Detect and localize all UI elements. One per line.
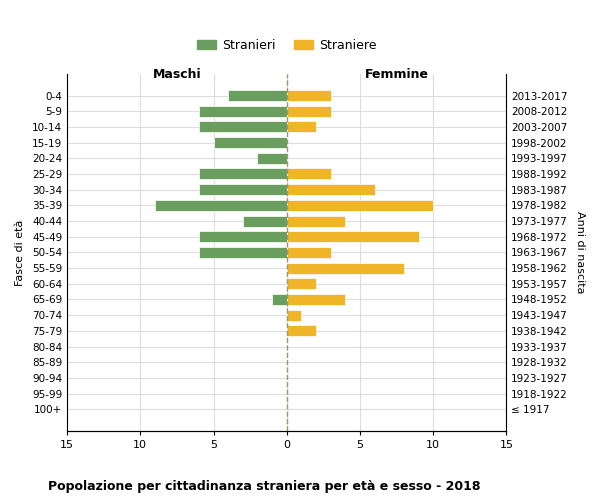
Bar — [155, 200, 287, 211]
Bar — [287, 90, 331, 101]
Bar — [287, 278, 316, 289]
Bar — [199, 231, 287, 242]
Bar — [287, 231, 419, 242]
Text: Maschi: Maschi — [152, 68, 201, 82]
Bar — [257, 153, 287, 164]
Bar — [287, 216, 346, 226]
Y-axis label: Anni di nascita: Anni di nascita — [575, 211, 585, 294]
Bar — [287, 326, 316, 336]
Bar — [287, 262, 404, 274]
Bar — [199, 106, 287, 117]
Y-axis label: Fasce di età: Fasce di età — [15, 219, 25, 286]
Text: Femmine: Femmine — [365, 68, 428, 82]
Legend: Stranieri, Straniere: Stranieri, Straniere — [192, 34, 382, 56]
Text: Popolazione per cittadinanza straniera per età e sesso - 2018: Popolazione per cittadinanza straniera p… — [48, 480, 481, 493]
Bar — [199, 122, 287, 132]
Bar — [228, 90, 287, 101]
Bar — [199, 247, 287, 258]
Bar — [287, 294, 346, 305]
Bar — [287, 122, 316, 132]
Bar — [287, 310, 301, 320]
Bar — [287, 106, 331, 117]
Bar — [287, 184, 374, 195]
Bar — [199, 184, 287, 195]
Bar — [287, 200, 433, 211]
Bar — [287, 247, 331, 258]
Bar — [287, 168, 331, 179]
Bar — [199, 168, 287, 179]
Bar — [243, 216, 287, 226]
Bar — [214, 137, 287, 148]
Bar — [272, 294, 287, 305]
